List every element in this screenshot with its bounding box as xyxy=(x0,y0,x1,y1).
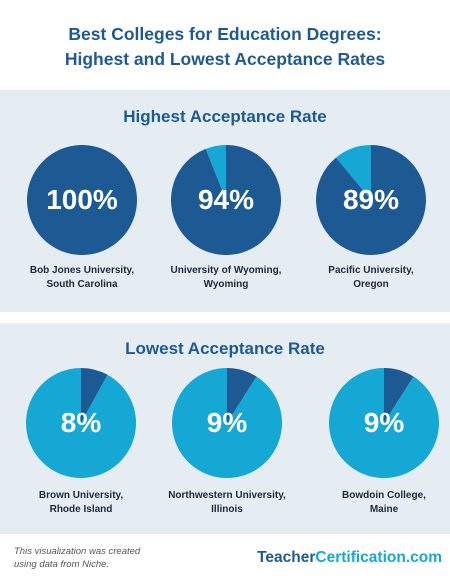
college-name-line-1: Bowdoin College, xyxy=(342,490,426,501)
college-name-line-1: University of Wyoming, xyxy=(170,265,282,276)
highest-acceptance-heading: Highest Acceptance Rate xyxy=(123,107,327,126)
pie-value-label: 8% xyxy=(60,407,102,438)
college-name-line-1: Brown University, xyxy=(38,490,124,501)
college-name: Brown University, Rhode Island xyxy=(11,489,151,517)
college-name: Bowdoin College, Maine xyxy=(314,489,450,517)
college-name-line-1: Pacific University, xyxy=(328,265,414,276)
brand-name-part-2: Certification.com xyxy=(315,549,442,566)
college-name: Pacific University, Oregon xyxy=(301,264,441,292)
pie-svg xyxy=(329,368,439,478)
pie-value-label: 94% xyxy=(197,184,255,215)
lowest-acceptance-panel: Lowest Acceptance Rate 8% Brown Universi… xyxy=(0,323,450,534)
source-note-line-1: This visualization was created xyxy=(14,546,141,557)
pie-svg xyxy=(25,368,137,478)
pie-slice-value xyxy=(171,145,281,255)
pie-chart-brown: 8% xyxy=(25,368,146,488)
pie-slice-value xyxy=(227,368,257,423)
college-name: Bob Jones University, South Carolina xyxy=(12,264,152,292)
pie-chart-bowdoin: 9% xyxy=(329,368,449,488)
pie-slice-remainder xyxy=(335,145,371,200)
college-name-line-2: South Carolina xyxy=(46,279,118,290)
college-name-line-2: Oregon xyxy=(353,279,389,290)
pie-svg xyxy=(171,145,281,255)
college-name-line-2: Wyoming xyxy=(203,279,249,290)
pie-value-label: 9% xyxy=(206,407,248,438)
pie-svg xyxy=(316,145,426,255)
pie-value-label: 9% xyxy=(363,407,405,438)
pie-svg xyxy=(172,368,282,478)
college-name-line-2: Maine xyxy=(369,504,399,515)
pie-chart-wyoming: 94% xyxy=(171,145,291,265)
pie-value-label: 100% xyxy=(46,184,118,215)
pie-slice-value xyxy=(316,145,426,255)
title-line-1: Best Colleges for Education Degrees: xyxy=(68,24,382,44)
highest-acceptance-panel: Highest Acceptance Rate 100% Bob Jones U… xyxy=(0,90,450,312)
pie-svg xyxy=(26,145,137,255)
college-name-line-1: Northwestern University, xyxy=(168,490,286,501)
source-note: This visualization was created using dat… xyxy=(14,545,184,571)
college-name: University of Wyoming, Wyoming xyxy=(156,264,296,292)
lowest-acceptance-heading: Lowest Acceptance Rate xyxy=(125,339,325,358)
pie-slice-remainder xyxy=(205,145,226,200)
pie-chart-northwestern: 9% xyxy=(172,368,292,488)
brand-name-part-1: Teacher xyxy=(257,549,316,566)
college-name-line-2: Illinois xyxy=(211,504,243,515)
pie-slice-value xyxy=(384,368,414,423)
brand-logo: TeacherCertification.com xyxy=(232,549,442,567)
page-title: Best Colleges for Education Degrees: Hig… xyxy=(0,22,450,72)
pie-slice-value xyxy=(81,368,108,423)
pie-slice-value xyxy=(26,145,137,255)
pie-value-label: 89% xyxy=(342,184,400,215)
source-note-line-2: using data from Niche. xyxy=(14,559,110,570)
pie-chart-bob-jones: 100% xyxy=(26,145,147,265)
title-line-2: Highest and Lowest Acceptance Rates xyxy=(64,49,386,69)
college-name: Northwestern University, Illinois xyxy=(157,489,297,517)
college-name-line-2: Rhode Island xyxy=(49,504,113,515)
college-name-line-1: Bob Jones University, xyxy=(29,265,135,276)
pie-chart-pacific: 89% xyxy=(316,145,436,265)
